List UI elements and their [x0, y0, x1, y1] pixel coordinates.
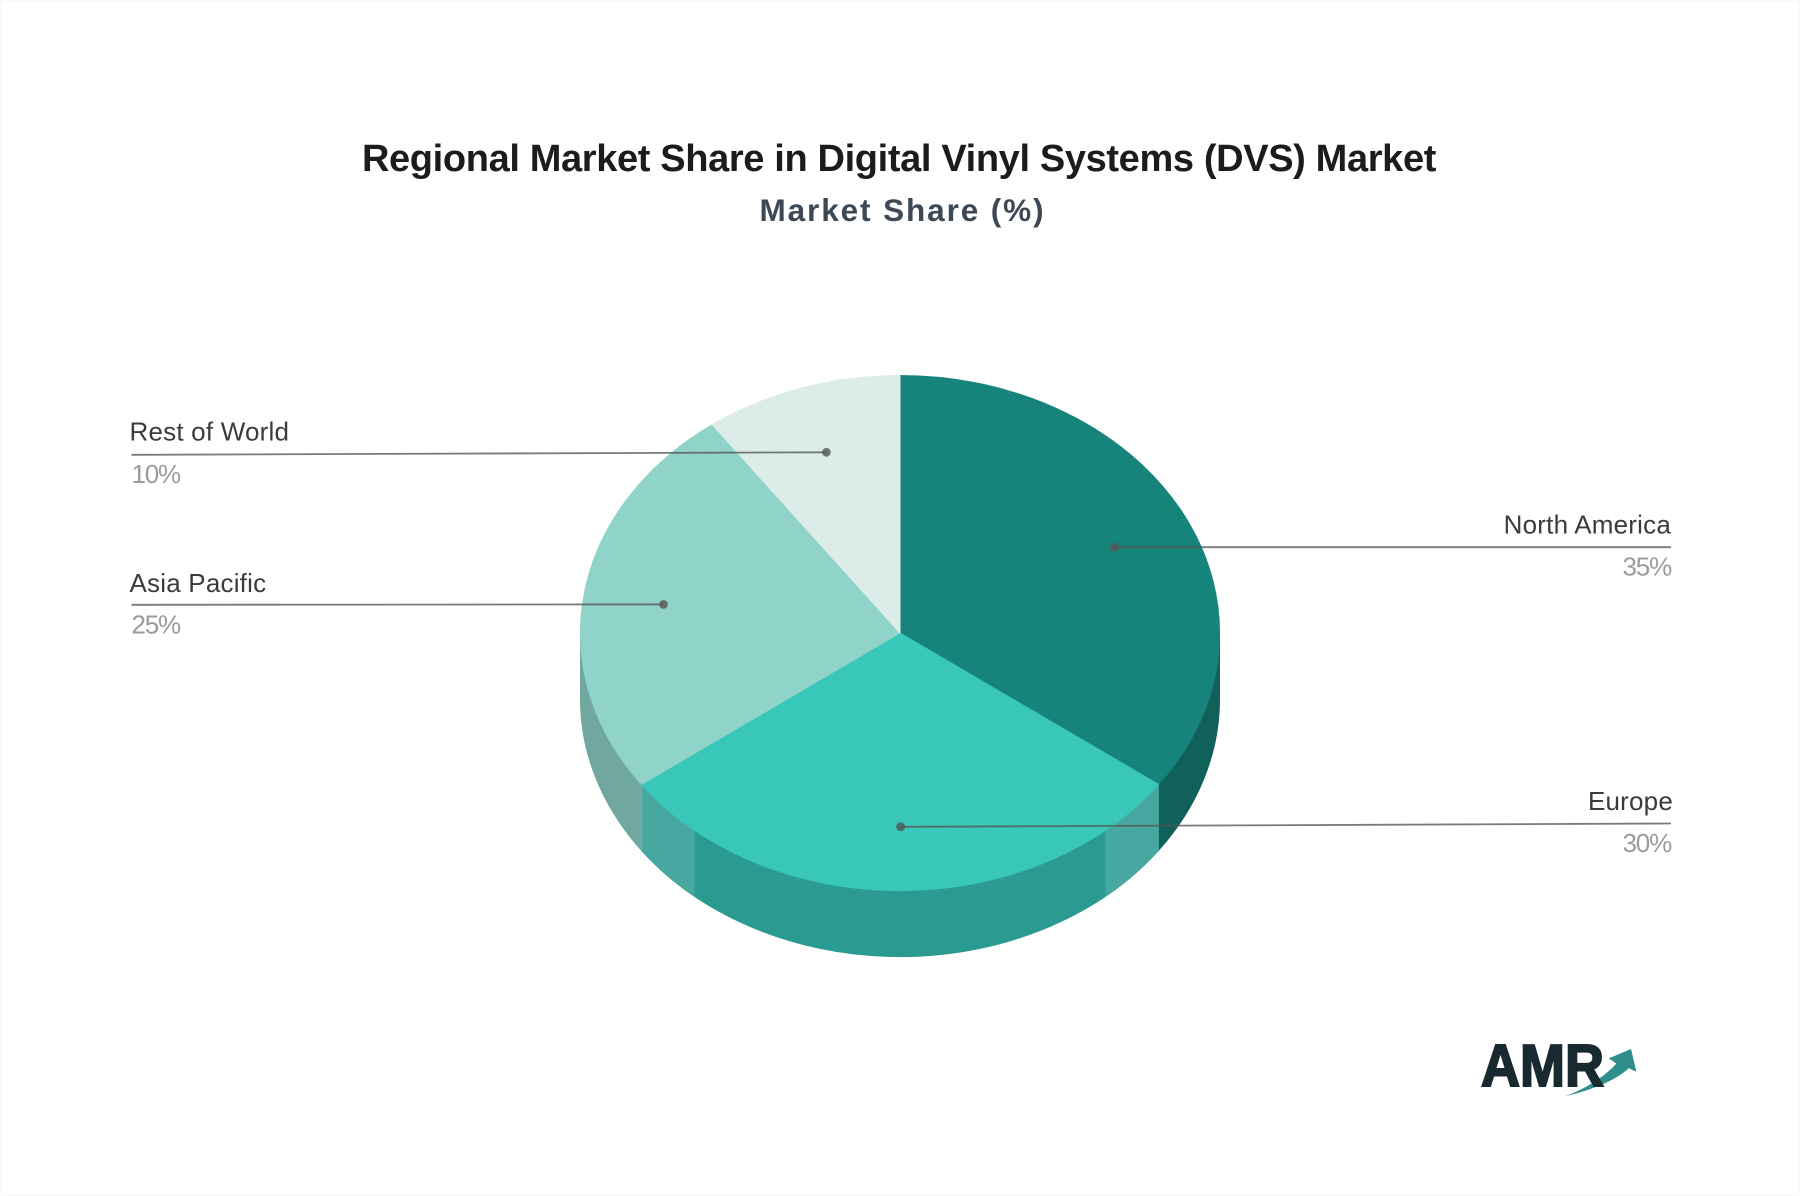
- svg-text:10%: 10%: [132, 459, 182, 489]
- svg-text:Asia Pacific: Asia Pacific: [130, 568, 267, 598]
- svg-text:25%: 25%: [132, 610, 182, 640]
- svg-text:North America: North America: [1504, 510, 1672, 540]
- svg-text:35%: 35%: [1623, 552, 1673, 582]
- svg-text:AMR: AMR: [1481, 1033, 1604, 1099]
- svg-text:Europe: Europe: [1588, 786, 1673, 816]
- svg-text:Rest of World: Rest of World: [130, 416, 290, 446]
- svg-text:Market Share (%): Market Share (%): [760, 192, 1046, 228]
- svg-text:30%: 30%: [1623, 828, 1673, 858]
- svg-text:Regional Market Share in Digit: Regional Market Share in Digital Vinyl S…: [362, 138, 1437, 180]
